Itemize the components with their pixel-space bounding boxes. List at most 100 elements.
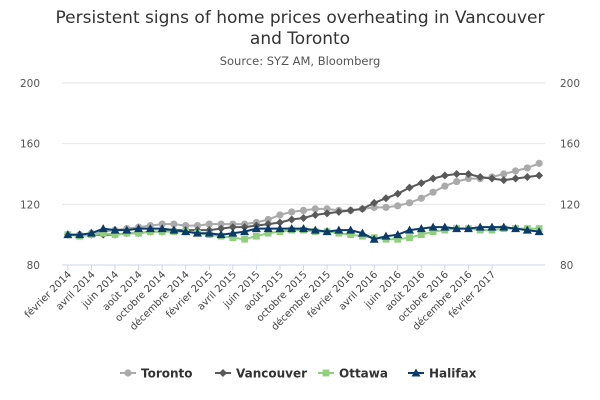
data-point-halifax <box>275 224 285 233</box>
data-point-vancouver <box>487 174 496 183</box>
data-point-halifax <box>369 234 379 243</box>
data-point-vancouver <box>323 209 332 218</box>
data-point-halifax <box>86 228 96 237</box>
data-point-halifax <box>110 225 120 234</box>
data-point-toronto <box>523 164 531 172</box>
data-point-halifax <box>428 222 438 231</box>
data-point-vancouver <box>535 171 544 180</box>
data-point-halifax <box>134 224 144 233</box>
y-tick-left-160: 160 <box>20 139 40 151</box>
data-point-vancouver <box>370 198 379 207</box>
data-point-toronto <box>535 159 543 167</box>
legend-marker-vancouver <box>219 369 227 377</box>
data-point-vancouver <box>381 194 390 203</box>
series-halifax <box>63 222 544 243</box>
data-point-halifax <box>511 224 521 233</box>
data-point-ottawa <box>99 229 107 237</box>
data-point-vancouver <box>393 189 402 198</box>
data-point-halifax <box>475 222 485 231</box>
data-point-toronto <box>441 182 449 190</box>
data-point-vancouver <box>299 213 308 222</box>
data-point-vancouver <box>452 170 461 178</box>
data-point-halifax <box>310 225 320 234</box>
data-point-toronto <box>182 221 190 230</box>
data-point-halifax <box>240 227 250 236</box>
data-point-halifax <box>357 228 367 237</box>
data-point-halifax <box>63 230 73 239</box>
data-point-ottawa <box>347 231 355 239</box>
data-point-ottawa <box>394 235 402 243</box>
data-point-toronto <box>464 174 473 183</box>
legend-marker-ottawa <box>322 369 330 377</box>
data-point-toronto <box>429 188 437 196</box>
data-point-halifax <box>463 224 473 233</box>
data-point-vancouver <box>240 223 249 232</box>
data-point-toronto <box>417 194 425 202</box>
data-point-halifax <box>499 222 509 231</box>
data-point-halifax <box>440 222 450 231</box>
data-point-vancouver <box>440 171 449 180</box>
data-point-halifax <box>416 224 426 233</box>
legend-item-halifax: Halifax <box>408 367 477 381</box>
data-point-halifax <box>251 224 261 233</box>
data-point-toronto <box>405 199 414 207</box>
legend-label-vancouver: Vancouver <box>236 367 307 381</box>
y-tick-left-120: 120 <box>20 199 40 211</box>
data-point-halifax <box>534 227 544 236</box>
data-point-ottawa <box>252 232 260 240</box>
data-point-vancouver <box>417 179 426 188</box>
data-point-ottawa <box>429 228 437 236</box>
data-point-ottawa <box>229 234 237 242</box>
series-toronto <box>64 159 543 239</box>
data-point-vancouver <box>264 220 273 229</box>
data-point-toronto <box>158 220 166 228</box>
data-point-ottawa <box>417 231 425 239</box>
data-point-toronto <box>323 205 331 213</box>
data-point-halifax <box>393 230 403 239</box>
data-point-vancouver <box>311 210 320 219</box>
data-point-vancouver <box>523 173 532 182</box>
legend-label-ottawa: Ottawa <box>339 367 388 381</box>
legend-marker-halifax <box>411 368 421 377</box>
legend-item-toronto: Toronto <box>120 367 193 381</box>
data-point-vancouver <box>405 183 414 192</box>
data-point-vancouver <box>476 173 485 182</box>
data-point-halifax <box>157 224 167 233</box>
legend-marker-toronto <box>124 369 132 377</box>
data-point-vancouver <box>346 206 355 215</box>
y-tick-right-200: 200 <box>560 78 580 90</box>
data-point-toronto <box>217 220 225 228</box>
data-point-halifax <box>322 227 332 236</box>
data-point-halifax <box>192 228 202 237</box>
data-point-halifax <box>405 225 415 234</box>
data-point-vancouver <box>275 218 284 227</box>
data-point-toronto <box>288 208 296 216</box>
data-point-vancouver <box>499 176 508 185</box>
y-tick-right-80: 80 <box>560 260 573 272</box>
data-point-halifax <box>216 230 226 239</box>
data-point-toronto <box>511 167 520 175</box>
y-tick-left-200: 200 <box>20 78 40 90</box>
data-point-halifax <box>145 224 155 233</box>
data-point-toronto <box>453 177 461 186</box>
data-point-halifax <box>487 222 497 231</box>
data-point-toronto <box>170 220 178 228</box>
data-point-halifax <box>98 224 108 233</box>
data-point-halifax <box>346 225 356 234</box>
data-point-ottawa <box>135 229 142 237</box>
data-point-vancouver <box>429 174 438 183</box>
data-point-toronto <box>299 206 308 214</box>
data-point-halifax <box>75 230 85 239</box>
data-point-halifax <box>522 225 532 234</box>
data-point-vancouver <box>217 224 226 233</box>
data-point-toronto <box>193 221 202 230</box>
data-point-ottawa <box>111 231 119 239</box>
data-point-toronto <box>264 215 272 224</box>
legend-label-halifax: Halifax <box>429 367 477 381</box>
data-point-ottawa <box>241 235 248 243</box>
data-point-halifax <box>122 225 132 234</box>
data-point-vancouver <box>287 215 296 224</box>
data-point-toronto <box>370 203 378 211</box>
y-tick-left-80: 80 <box>27 260 40 272</box>
data-point-halifax <box>334 225 344 234</box>
